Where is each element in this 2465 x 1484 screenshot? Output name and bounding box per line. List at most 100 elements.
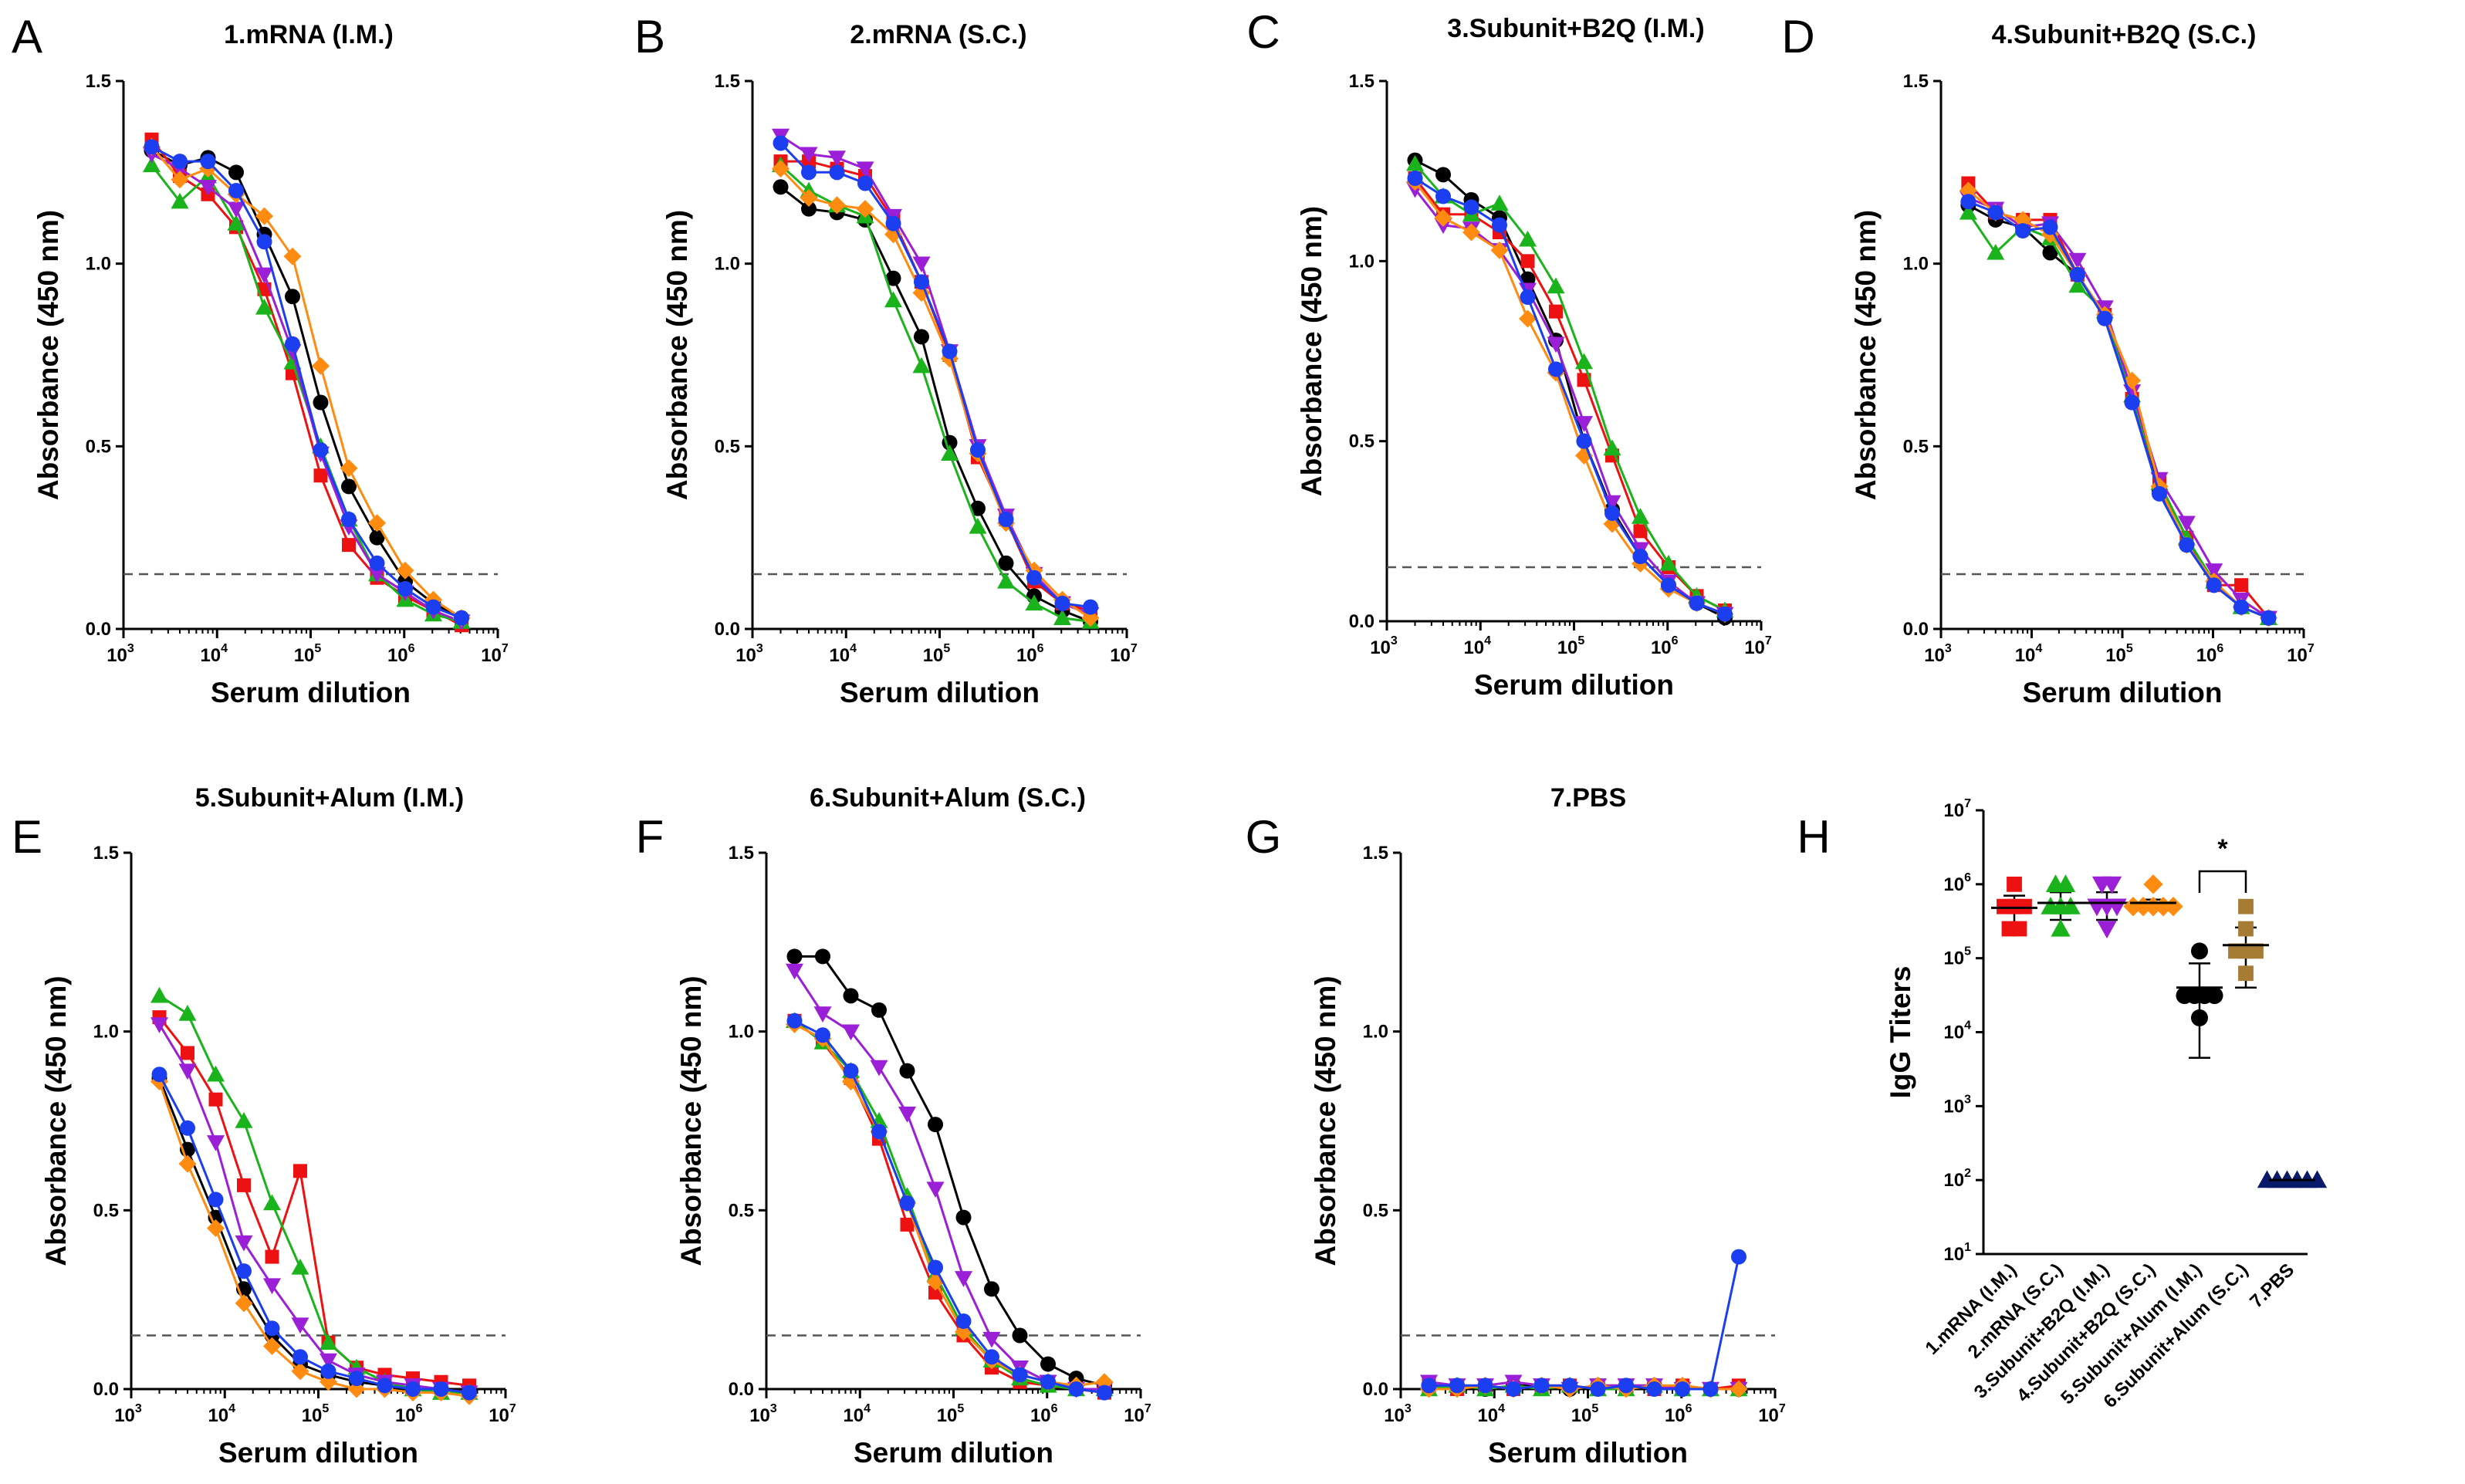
x-tick-label: 107	[1110, 642, 1138, 666]
data-point	[341, 538, 356, 553]
x-tick-label: 104	[843, 1402, 871, 1426]
data-point	[319, 1353, 337, 1370]
y-tick-label: 1.5	[86, 71, 111, 92]
data-point	[983, 1281, 999, 1297]
series-1	[144, 142, 469, 626]
x-tick-label: 105	[1557, 634, 1585, 658]
data-point	[1053, 609, 1071, 625]
data-point	[262, 1337, 281, 1355]
y-tick-label: 0.5	[1363, 1200, 1388, 1221]
data-point	[771, 160, 790, 178]
data-point	[1660, 577, 1676, 593]
data-point	[283, 247, 302, 265]
group-1: 1.mRNA (I.M.)	[1921, 876, 2037, 1359]
series-line	[1414, 181, 1726, 616]
data-point	[2238, 898, 2254, 914]
series-line	[1414, 188, 1726, 616]
data-point	[2248, 943, 2264, 959]
y-tick-label: 1.0	[715, 254, 740, 275]
series-line	[1967, 204, 2270, 620]
x-tick-label: 105	[2105, 642, 2133, 666]
data-point	[171, 171, 189, 189]
data-point	[397, 580, 413, 597]
x-tick-label: 103	[1370, 634, 1398, 658]
data-point	[955, 1313, 972, 1329]
data-point	[2153, 897, 2173, 917]
data-point	[1674, 1381, 1690, 1397]
data-point	[2014, 211, 2032, 229]
group-7: 7.PBS	[2246, 1170, 2328, 1312]
x-tick-label: 107	[1124, 1402, 1151, 1426]
data-point	[2143, 874, 2163, 894]
data-point	[178, 1154, 197, 1173]
data-point	[1012, 1327, 1028, 1344]
x-axis-label: Serum dilution	[1474, 669, 1674, 701]
data-point	[1716, 606, 1733, 622]
y-tick-label: 105	[1943, 945, 1971, 969]
x-tick-label: 104	[1477, 1402, 1505, 1426]
data-point	[313, 468, 328, 483]
data-point	[1603, 439, 1621, 456]
data-point	[2206, 987, 2223, 1005]
series-line	[150, 145, 462, 620]
panel-letter: G	[1246, 811, 1282, 863]
series-line	[150, 153, 462, 623]
data-point	[178, 1063, 197, 1080]
data-point	[884, 291, 902, 308]
data-point	[912, 284, 931, 303]
y-tick-label: 1.5	[1363, 843, 1388, 864]
x-tick-label: 105	[937, 1402, 965, 1426]
series-line	[1967, 182, 2270, 619]
data-point	[142, 156, 161, 173]
data-point	[2097, 310, 2113, 326]
series-6	[1407, 171, 1733, 622]
x-tick-label: 106	[1030, 1402, 1058, 1426]
data-point	[2123, 897, 2143, 917]
data-point	[800, 147, 818, 164]
data-point	[969, 500, 986, 516]
data-point	[255, 267, 273, 284]
panel-letter: A	[12, 11, 42, 63]
data-point	[1518, 230, 1537, 247]
data-point	[913, 329, 929, 345]
data-point	[2307, 1170, 2328, 1188]
data-point	[1618, 1378, 1634, 1394]
data-point	[814, 948, 830, 965]
data-point	[843, 1063, 859, 1079]
y-tick-label: 1.0	[1349, 251, 1375, 272]
series-line	[793, 970, 1104, 1391]
data-point	[982, 1331, 1001, 1348]
data-point	[912, 256, 931, 273]
panel-f: F 6.Subunit+Alum (S.C.) 0.0 0.5 1.0 1.5 103 104…	[636, 783, 1151, 1469]
data-point	[2068, 276, 2087, 293]
data-point	[2206, 577, 2222, 593]
data-point	[1959, 181, 1977, 200]
data-point	[1421, 1378, 1437, 1394]
data-point	[1407, 171, 1423, 186]
data-point	[236, 1178, 251, 1192]
y-tick-label: 0.0	[93, 1379, 119, 1400]
data-point	[179, 1120, 195, 1136]
data-point	[1490, 241, 1509, 259]
series-5	[1959, 181, 2277, 627]
data-point	[291, 1362, 309, 1381]
panel-title: 4.Subunit+B2Q (S.C.)	[1992, 20, 2257, 49]
data-point	[178, 1005, 197, 1021]
data-point	[369, 529, 385, 546]
data-point	[1547, 277, 1565, 294]
data-point	[2163, 897, 2183, 917]
panel-c: C 3.Subunit+B2Q (I.M.) 0.0 0.5 1.0 1.5 103 104 1…	[1246, 6, 1772, 701]
data-point	[292, 1164, 307, 1178]
y-tick-label: 0.5	[715, 436, 740, 457]
y-tick-label: 1.5	[715, 71, 740, 92]
data-point	[927, 1259, 943, 1276]
data-point	[340, 512, 357, 527]
data-point	[150, 1017, 168, 1033]
x-tick-label: 107	[2287, 642, 2315, 666]
data-point	[1518, 309, 1537, 328]
data-point	[912, 357, 931, 374]
y-tick-label: 0.5	[1349, 431, 1375, 452]
data-point	[885, 215, 901, 232]
data-point	[340, 478, 357, 495]
